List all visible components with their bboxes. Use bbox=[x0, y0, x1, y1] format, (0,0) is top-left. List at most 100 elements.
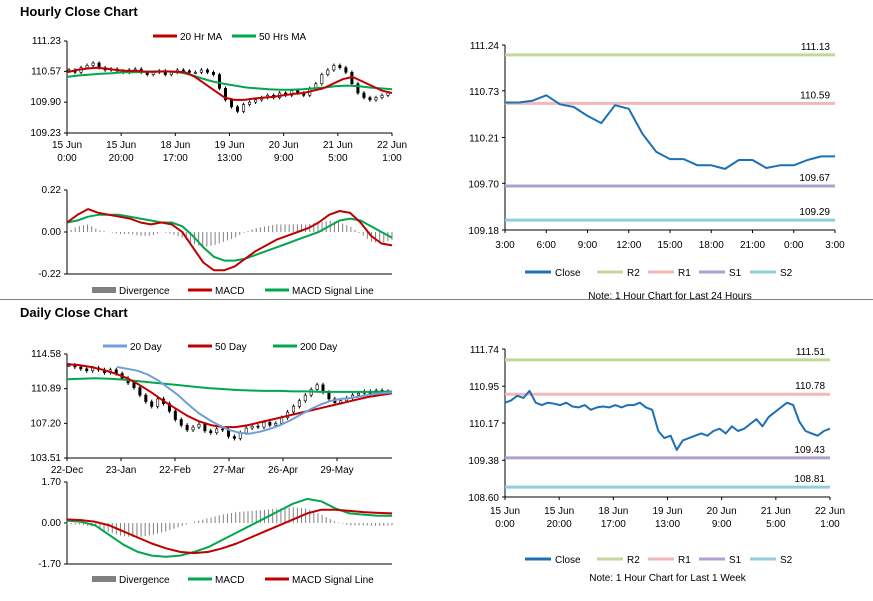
hourly-pivots-level-s1-label: 109.67 bbox=[799, 173, 830, 184]
hourly-price-candle-body bbox=[193, 71, 197, 74]
daily-pivots-legend-label: Close bbox=[555, 555, 581, 566]
hourly-price-candle-body bbox=[217, 74, 221, 89]
hourly-legend-20hr-label: 20 Hr MA bbox=[180, 32, 223, 43]
daily-macd-legend-divergence-label: Divergence bbox=[119, 575, 170, 586]
daily-macd-y-tick-label: 1.70 bbox=[42, 477, 62, 488]
hourly-price-x-tick-label: 9:00 bbox=[274, 153, 294, 164]
hourly-pivots-legend-label: R2 bbox=[627, 268, 640, 279]
hourly-pivots-legend-label: Close bbox=[555, 268, 581, 279]
daily-pivots-level-s1-label: 109.43 bbox=[794, 445, 825, 456]
daily-price-candle-body bbox=[85, 368, 89, 372]
daily-price-x-tick-label: 29-May bbox=[320, 465, 353, 476]
daily-price-candle-body bbox=[144, 394, 148, 403]
hourly-pivots-legend-label: R1 bbox=[678, 268, 691, 279]
hourly-price-candle-body bbox=[254, 99, 258, 103]
daily-price-candle-body bbox=[297, 400, 301, 407]
hourly-price-y-tick-label: 110.57 bbox=[31, 66, 61, 77]
daily-pivots-x-tick-label: 9:00 bbox=[712, 519, 732, 530]
hourly-pivots-level-s2-label: 109.29 bbox=[799, 207, 830, 218]
hourly-price-candle-body bbox=[338, 65, 342, 68]
hourly-price-x-tick-label: 15 Jun bbox=[52, 140, 82, 151]
daily-price-y-tick-label: 103.51 bbox=[30, 453, 61, 464]
daily-pivots-level-r1-label: 110.78 bbox=[795, 381, 825, 392]
hourly-pivots-level-r1-label: 110.59 bbox=[800, 90, 830, 101]
daily-pivots-legend-label: R2 bbox=[627, 555, 640, 566]
hourly-price-candle-body bbox=[386, 92, 390, 96]
daily-price-candle-body bbox=[179, 419, 183, 426]
daily-legend-50day-label: 50 Day bbox=[215, 342, 247, 353]
hourly-price-50hr-ma-line bbox=[66, 70, 393, 91]
hourly-pivots-y-tick-label: 109.18 bbox=[468, 226, 499, 237]
hourly-pivots-x-tick-label: 0:00 bbox=[784, 240, 804, 251]
hourly-price-candle-body bbox=[380, 94, 384, 98]
daily-pivots-x-tick-label: 1:00 bbox=[820, 519, 840, 530]
daily-price-candle-body bbox=[244, 427, 248, 434]
hourly-pivots-x-tick-label: 15:00 bbox=[657, 240, 682, 251]
daily-price-candle-body bbox=[209, 430, 213, 434]
daily-pivots-level-s2-label: 108.81 bbox=[794, 474, 825, 485]
hourly-price-x-tick-label: 18 Jun bbox=[160, 140, 190, 151]
daily-price-y-tick-label: 114.58 bbox=[31, 349, 61, 360]
daily-pivots-level-r2-label: 111.51 bbox=[796, 347, 826, 358]
daily-price-candle-body bbox=[356, 392, 360, 396]
daily-pivots-x-tick-label: 19 Jun bbox=[652, 506, 682, 517]
daily-pivots-x-tick-label: 20:00 bbox=[547, 519, 572, 530]
daily-price-candle-body bbox=[280, 417, 284, 424]
hourly-price-x-tick-label: 20 Jun bbox=[269, 140, 299, 151]
daily-legend-20day-label: 20 Day bbox=[130, 342, 162, 353]
daily-price-x-tick-label: 22-Dec bbox=[51, 465, 83, 476]
hourly-pivots-y-tick-label: 109.70 bbox=[468, 179, 499, 190]
hourly-pivots-y-tick-label: 110.21 bbox=[469, 134, 499, 145]
hourly-pivots-x-tick-label: 21:00 bbox=[740, 240, 765, 251]
hourly-price-candle-body bbox=[211, 71, 215, 75]
hourly-price-x-tick-label: 15 Jun bbox=[106, 140, 136, 151]
hourly-pivots-x-tick-label: 9:00 bbox=[578, 240, 598, 251]
daily-price-x-tick-label: 22-Feb bbox=[159, 465, 191, 476]
daily-price-candle-body bbox=[268, 422, 272, 426]
daily-pivots-legend-label: R1 bbox=[678, 555, 691, 566]
hourly-macd-signal-line bbox=[66, 213, 393, 262]
hourly-price-candle-body bbox=[242, 104, 246, 112]
daily-pivots-note: Note: 1 Hour Chart for Last 1 Week bbox=[589, 573, 747, 584]
daily-pivots-x-tick-label: 13:00 bbox=[655, 519, 680, 530]
hourly-price-candle-body bbox=[326, 69, 330, 75]
daily-price-candle-body bbox=[79, 366, 83, 370]
hourly-price-20hr-ma-line bbox=[66, 66, 393, 101]
hourly-macd-legend-signal-label: MACD Signal Line bbox=[292, 286, 374, 297]
daily-pivots-y-tick-label: 109.38 bbox=[468, 456, 499, 467]
daily-price-candle-body bbox=[191, 426, 195, 431]
hourly-price-candle-body bbox=[248, 101, 252, 105]
hourly-price-candle-body bbox=[181, 69, 185, 72]
daily-price-candle-body bbox=[327, 392, 331, 400]
hourly-macd-legend-divergence-label: Divergence bbox=[119, 286, 170, 297]
daily-price-candle-body bbox=[303, 394, 307, 402]
hourly-price-x-tick-label: 21 Jun bbox=[323, 140, 353, 151]
daily-macd-legend-signal-label: MACD Signal Line bbox=[292, 575, 374, 586]
hourly-section-title: Hourly Close Chart bbox=[20, 4, 138, 19]
hourly-price-x-tick-label: 19 Jun bbox=[214, 140, 244, 151]
daily-macd-signal-line bbox=[66, 508, 393, 555]
daily-pivots-x-tick-label: 22 Jun bbox=[815, 506, 845, 517]
hourly-price-candle-body bbox=[236, 106, 240, 112]
daily-price-candle-body bbox=[138, 387, 142, 396]
hourly-macd-y-tick-label: 0.00 bbox=[42, 227, 62, 238]
daily-pivots-x-tick-label: 5:00 bbox=[766, 519, 786, 530]
daily-price-candle-body bbox=[215, 428, 219, 434]
hourly-macd-legend-macd-label: MACD bbox=[215, 286, 244, 297]
daily-macd-legend-macd-label: MACD bbox=[215, 575, 244, 586]
hourly-price-candle-body bbox=[223, 88, 227, 101]
daily-price-50day-line bbox=[66, 363, 393, 429]
hourly-price-candle-body bbox=[368, 97, 372, 101]
hourly-price-candle-body bbox=[332, 65, 336, 71]
hourly-price-candle-body bbox=[344, 67, 348, 73]
hourly-price-candle-body bbox=[91, 62, 95, 66]
section-divider bbox=[0, 299, 873, 300]
hourly-pivots-x-tick-label: 12:00 bbox=[616, 240, 641, 251]
hourly-price-candle-body bbox=[187, 70, 191, 73]
daily-legend-200day-label: 200 Day bbox=[300, 342, 337, 353]
hourly-pivots-level-r2-label: 111.13 bbox=[801, 42, 831, 53]
daily-price-x-tick-label: 23-Jan bbox=[106, 465, 137, 476]
daily-price-x-tick-label: 26-Apr bbox=[268, 465, 299, 476]
hourly-price-y-tick-label: 109.23 bbox=[30, 128, 61, 139]
daily-price-20day-line bbox=[116, 366, 393, 435]
